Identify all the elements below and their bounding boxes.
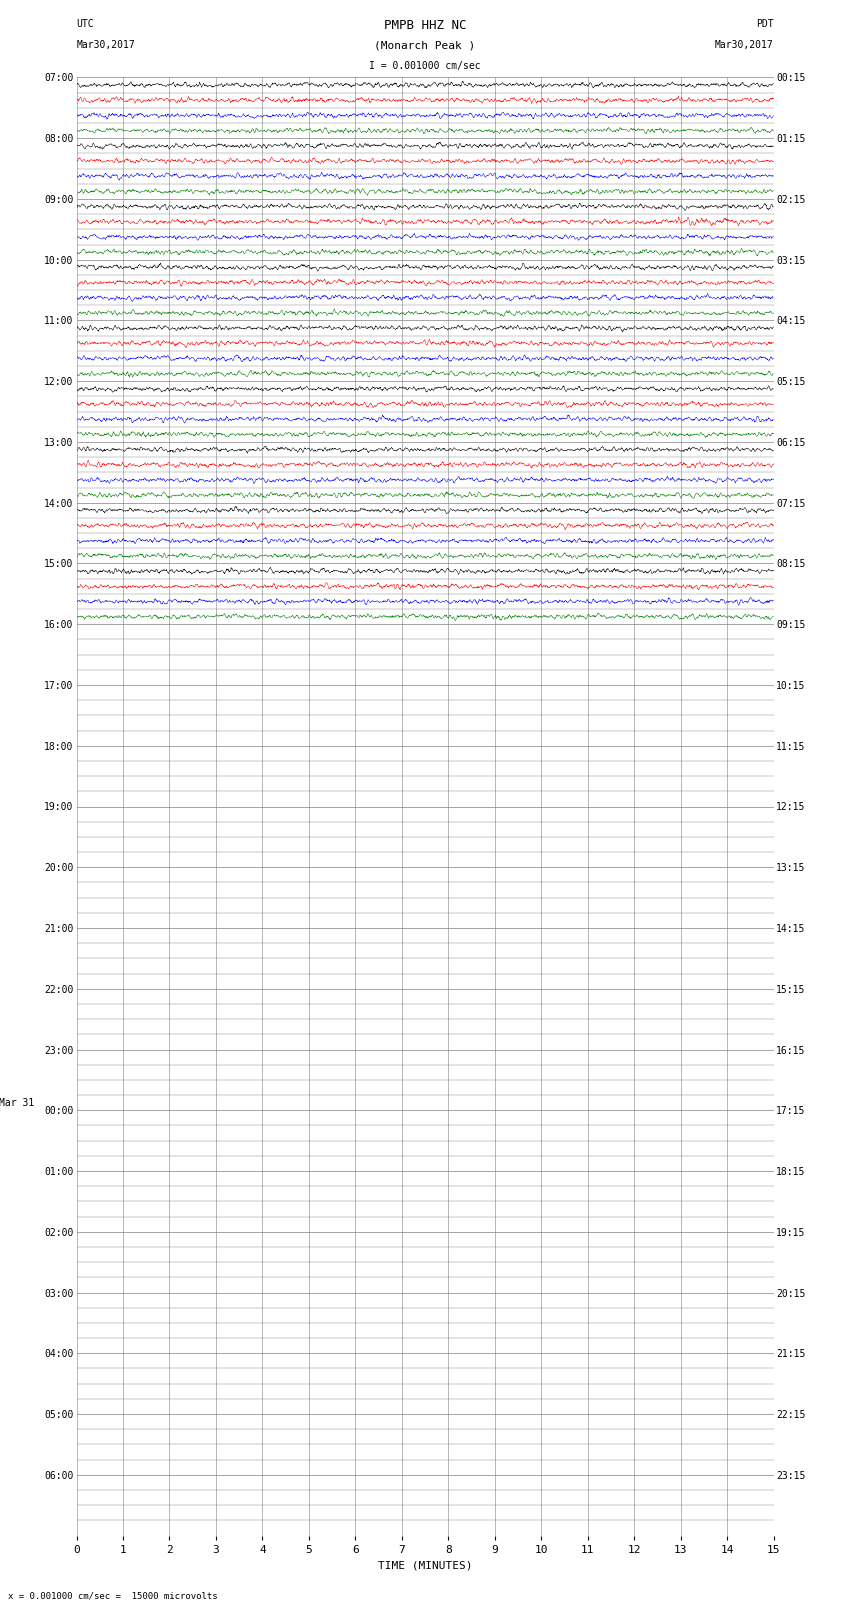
Text: Mar 31: Mar 31: [0, 1098, 35, 1108]
Text: Mar30,2017: Mar30,2017: [715, 40, 774, 50]
Text: PDT: PDT: [756, 19, 774, 29]
Text: I = 0.001000 cm/sec: I = 0.001000 cm/sec: [369, 61, 481, 71]
Text: UTC: UTC: [76, 19, 94, 29]
Text: (Monarch Peak ): (Monarch Peak ): [374, 40, 476, 50]
Text: x = 0.001000 cm/sec =  15000 microvolts: x = 0.001000 cm/sec = 15000 microvolts: [8, 1590, 218, 1600]
X-axis label: TIME (MINUTES): TIME (MINUTES): [377, 1560, 473, 1569]
Text: PMPB HHZ NC: PMPB HHZ NC: [383, 19, 467, 32]
Text: Mar30,2017: Mar30,2017: [76, 40, 135, 50]
